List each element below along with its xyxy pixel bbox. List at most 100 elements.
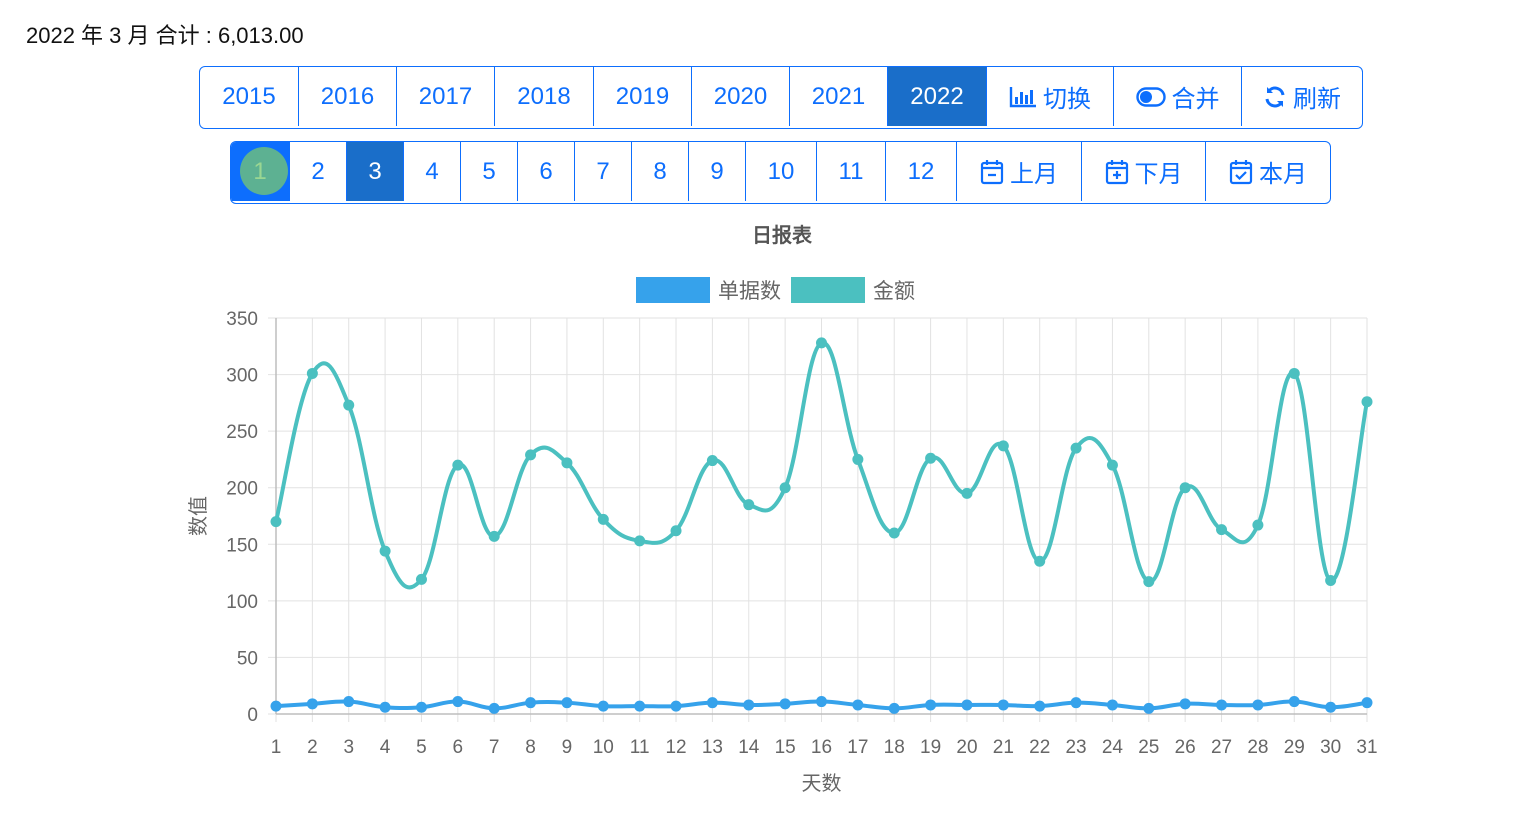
data-point — [779, 482, 791, 494]
switch-chart-button[interactable]: 切换 — [987, 67, 1114, 126]
year-button-2017-label: 2017 — [418, 82, 473, 110]
calendar-check-icon — [1229, 159, 1253, 185]
month-button-7[interactable]: 7 — [575, 142, 632, 201]
data-point — [415, 573, 427, 585]
data-point — [379, 701, 391, 713]
month-button-9-label: 9 — [710, 157, 724, 185]
toggle-on-icon — [1135, 86, 1166, 107]
x-tick-label: 21 — [993, 737, 1014, 758]
year-button-2016[interactable]: 2016 — [299, 67, 397, 126]
data-point — [561, 697, 573, 709]
data-point — [1179, 482, 1191, 494]
data-point — [670, 525, 682, 537]
x-tick-label: 1 — [271, 737, 282, 758]
month-button-5[interactable]: 5 — [461, 142, 518, 201]
data-point — [1288, 696, 1300, 708]
data-point — [1252, 519, 1264, 531]
data-point — [1034, 555, 1046, 567]
data-point — [634, 700, 646, 712]
series-2 — [270, 337, 1373, 590]
legend-item-series-1[interactable]: 单据数 — [636, 275, 781, 305]
month-button-7-label: 7 — [596, 157, 610, 185]
data-point — [270, 516, 282, 528]
data-point — [852, 699, 864, 711]
month-button-2-label: 2 — [311, 157, 325, 185]
x-tick-label: 24 — [1102, 737, 1124, 758]
x-tick-label: 29 — [1284, 737, 1305, 758]
year-button-2017[interactable]: 2017 — [397, 67, 495, 126]
chart-legend: 单据数 金额 — [636, 275, 925, 305]
data-point — [488, 530, 500, 542]
data-point — [1361, 697, 1373, 709]
year-button-2020-label: 2020 — [713, 82, 768, 110]
y-tick-label: 100 — [226, 592, 258, 613]
data-point — [488, 702, 500, 714]
prev-month-button[interactable]: 上月 — [957, 142, 1082, 201]
month-total-summary: 2022 年 3 月 合计 : 6,013.00 — [26, 23, 304, 48]
legend-item-series-2[interactable]: 金额 — [791, 275, 915, 305]
year-button-2018[interactable]: 2018 — [495, 67, 594, 126]
x-tick-label: 11 — [630, 737, 650, 758]
year-button-2015[interactable]: 2015 — [200, 67, 299, 126]
data-point — [561, 457, 573, 469]
x-tick-label: 23 — [1065, 737, 1086, 758]
data-point — [597, 513, 609, 525]
current-month-button[interactable]: 本月 — [1206, 142, 1330, 201]
year-button-2021-label: 2021 — [811, 82, 866, 110]
data-point — [1216, 699, 1228, 711]
year-button-2020[interactable]: 2020 — [692, 67, 790, 126]
month-button-10[interactable]: 10 — [746, 142, 817, 201]
month-button-4-label: 4 — [425, 157, 439, 185]
month-button-4[interactable]: 4 — [404, 142, 461, 201]
month-button-6[interactable]: 6 — [518, 142, 575, 201]
legend-swatch-series-2 — [791, 277, 865, 303]
x-axis-title: 天数 — [802, 772, 842, 795]
month-button-8[interactable]: 8 — [632, 142, 689, 201]
x-tick-label: 31 — [1356, 737, 1377, 758]
merge-toggle-button-label: 合并 — [1171, 86, 1220, 113]
month-button-3[interactable]: 3 — [347, 142, 404, 201]
x-tick-label: 9 — [562, 737, 573, 758]
series-1 — [270, 696, 1373, 714]
y-tick-label: 250 — [226, 422, 258, 443]
refresh-button[interactable]: 刷新 — [1242, 67, 1362, 126]
data-point — [997, 699, 1009, 711]
legend-swatch-series-1 — [636, 277, 710, 303]
data-point — [1143, 576, 1155, 588]
merge-toggle-button[interactable]: 合并 — [1114, 67, 1242, 126]
data-point — [852, 453, 864, 465]
data-point — [1179, 698, 1191, 710]
x-tick-label: 14 — [738, 737, 760, 758]
year-button-2022[interactable]: 2022 — [888, 67, 987, 126]
y-tick-label: 150 — [226, 535, 258, 556]
month-button-11[interactable]: 11 — [817, 142, 886, 201]
x-tick-label: 26 — [1175, 737, 1196, 758]
year-button-2015-label: 2015 — [222, 82, 276, 110]
y-tick-label: 350 — [226, 309, 258, 330]
legend-label-series-2: 金额 — [873, 280, 915, 303]
x-tick-label: 4 — [380, 737, 391, 758]
legend-label-series-1: 单据数 — [718, 280, 781, 303]
x-tick-label: 13 — [702, 737, 723, 758]
month-button-10-label: 10 — [767, 157, 795, 185]
data-point — [343, 696, 355, 708]
year-button-2021[interactable]: 2021 — [790, 67, 888, 126]
data-point — [306, 367, 318, 379]
month-button-6-label: 6 — [539, 157, 553, 185]
data-point — [452, 459, 464, 471]
y-tick-label: 50 — [237, 648, 258, 669]
year-button-2022-label: 2022 — [910, 82, 964, 110]
data-point — [1252, 699, 1264, 711]
data-point — [1325, 574, 1337, 586]
data-point — [1288, 367, 1300, 379]
year-button-2019[interactable]: 2019 — [594, 67, 692, 126]
month-button-12-label: 12 — [907, 157, 935, 185]
month-button-12[interactable]: 12 — [886, 142, 957, 201]
x-tick-label: 10 — [593, 737, 614, 758]
data-point — [634, 535, 646, 547]
month-button-9[interactable]: 9 — [689, 142, 746, 201]
refresh-icon — [1263, 85, 1287, 109]
x-tick-label: 22 — [1029, 737, 1050, 758]
next-month-button[interactable]: 下月 — [1082, 142, 1206, 201]
month-button-2[interactable]: 2 — [290, 142, 347, 201]
